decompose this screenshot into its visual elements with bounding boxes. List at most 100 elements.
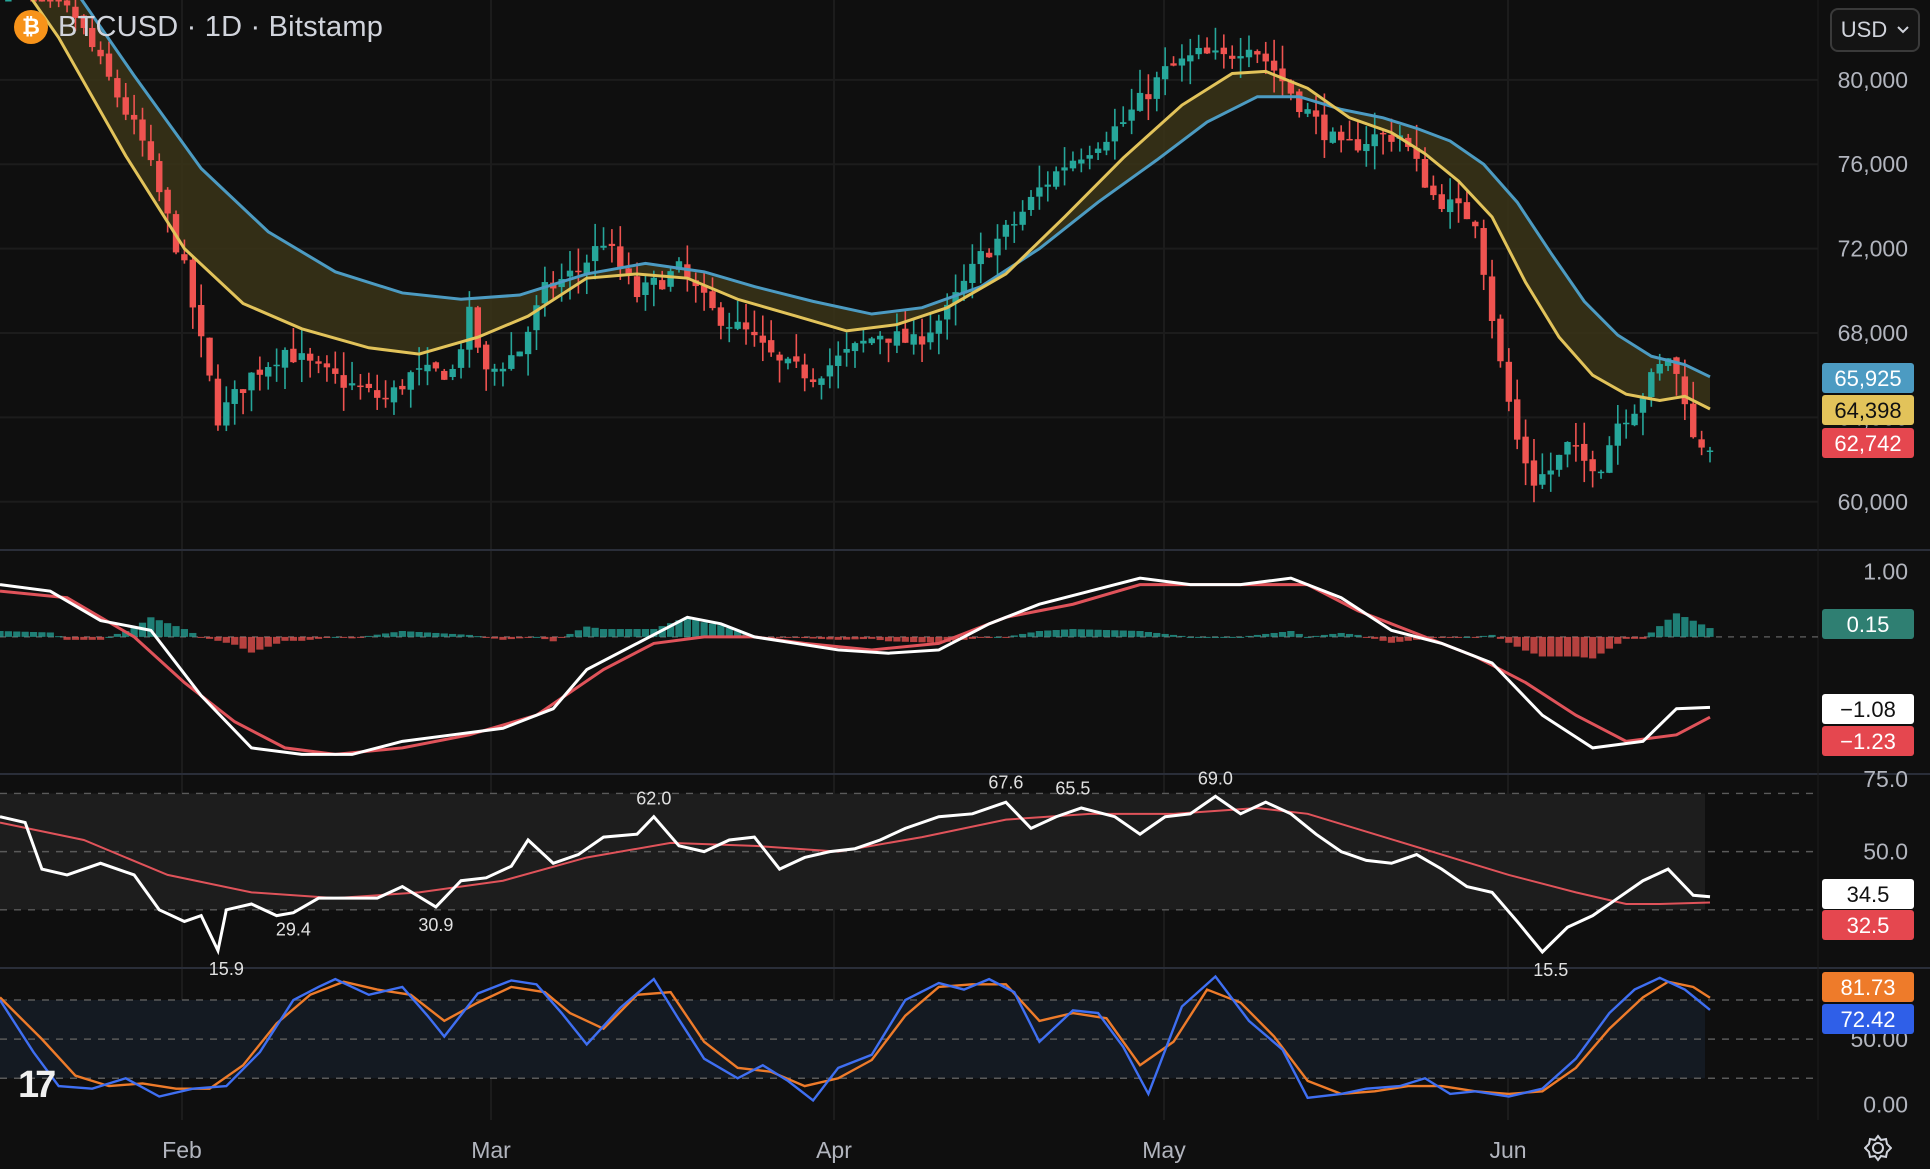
macd-histogram-bar — [164, 623, 172, 637]
candle-body — [1321, 114, 1328, 141]
macd-histogram-bar — [256, 636, 264, 650]
macd-histogram-value-bg — [1822, 609, 1914, 639]
candle-body — [742, 322, 750, 330]
price-tick-label: 80,000 — [1838, 67, 1908, 93]
macd-histogram-bar — [189, 632, 197, 637]
macd-histogram-bar — [1019, 633, 1027, 637]
macd-histogram-bar — [80, 636, 88, 640]
candle-body — [633, 276, 641, 298]
macd-histogram-bar — [1496, 636, 1505, 639]
candle-body — [382, 397, 389, 400]
candle-body — [918, 336, 926, 345]
macd-histogram-bar — [323, 636, 331, 638]
candle-body — [876, 335, 884, 340]
candle-body — [1262, 53, 1269, 62]
stoch-d-value: 81.73 — [1840, 975, 1895, 1000]
macd-signal-value-bg — [1822, 726, 1914, 756]
macd-histogram-bar — [591, 627, 599, 637]
candle-body — [1622, 422, 1630, 425]
macd-histogram-bar — [1362, 636, 1370, 638]
candle-body — [97, 49, 104, 57]
macd-histogram-bar — [88, 636, 96, 640]
symbol-title[interactable]: BTCUSD · 1D · Bitstamp — [58, 10, 384, 43]
currency-label: USD — [1840, 17, 1888, 42]
candle-body — [1606, 445, 1613, 473]
candle-body — [89, 27, 96, 48]
settings-gear-icon[interactable] — [1864, 1134, 1892, 1162]
macd-tick-label: 1.00 — [1863, 559, 1908, 585]
macd-histogram-bar — [549, 636, 557, 642]
macd-histogram-bar — [1488, 634, 1496, 637]
macd-histogram-bar — [1572, 636, 1580, 657]
macd-histogram-bar — [935, 636, 943, 643]
candle-body — [5, 0, 12, 2]
candle-body — [130, 114, 138, 120]
candle-body — [415, 368, 423, 370]
macd-histogram-bar — [650, 629, 658, 637]
candle-body — [868, 338, 875, 344]
macd-histogram-bar — [1128, 630, 1136, 637]
macd-histogram-bar — [1295, 633, 1303, 637]
macd-histogram-bar — [893, 636, 901, 642]
macd-histogram-bar — [951, 636, 960, 641]
candle-body — [759, 335, 766, 343]
currency-selector[interactable]: USD — [1830, 8, 1920, 52]
macd-histogram-bar — [1220, 636, 1228, 638]
candle-body — [860, 340, 867, 344]
candle-body — [617, 246, 624, 267]
candle-body — [449, 369, 456, 377]
candle-body — [1581, 443, 1588, 461]
macd-histogram-bar — [1136, 631, 1144, 637]
candle-body — [927, 332, 934, 343]
macd-histogram-bar — [1010, 635, 1018, 637]
macd-histogram-bar — [482, 636, 490, 638]
macd-histogram-bar — [214, 636, 222, 641]
candle-body — [223, 402, 230, 426]
candle-body — [1270, 60, 1278, 71]
macd-histogram-bar — [63, 636, 71, 640]
macd-histogram-bar — [490, 636, 499, 639]
candle-body — [541, 282, 549, 304]
candle-body — [1011, 224, 1018, 226]
macd-histogram-bar — [172, 626, 180, 637]
candle-body — [206, 337, 213, 376]
macd-histogram-bar — [859, 636, 867, 640]
macd-histogram-bar — [1639, 636, 1647, 639]
macd-histogram-bar — [985, 636, 993, 638]
macd-histogram-bar — [239, 636, 247, 649]
chevron-down-icon — [1897, 26, 1909, 34]
macd-histogram-bar — [1547, 636, 1555, 657]
candle-body — [1572, 445, 1580, 447]
macd-histogram-bar — [566, 633, 574, 637]
candle-body — [390, 387, 398, 403]
macd-histogram-bar — [725, 628, 733, 637]
macd-value-bg — [1822, 694, 1914, 724]
candle-body — [374, 390, 381, 398]
price-tick-label: 76,000 — [1838, 151, 1908, 177]
macd-histogram-bar — [130, 628, 138, 637]
candle-body — [1564, 442, 1571, 455]
macd-histogram-bar — [901, 636, 909, 642]
macd-histogram-bar — [96, 636, 105, 640]
macd-histogram-bar — [583, 626, 591, 637]
candle-body — [1522, 436, 1529, 464]
stoch-d-value-bg — [1822, 972, 1914, 1002]
candle-body — [1078, 159, 1085, 164]
macd-line — [0, 576, 1711, 756]
macd-histogram-bar — [1580, 636, 1588, 658]
ema-ribbon — [32, 0, 1710, 410]
candle-body — [650, 277, 658, 285]
candle-body — [55, 0, 62, 2]
candle-body — [298, 353, 305, 360]
rsi-value: 34.5 — [1847, 882, 1890, 907]
candle-body — [1237, 56, 1244, 59]
macd-histogram-bar — [1245, 635, 1253, 637]
macd-histogram-bar — [1614, 636, 1622, 644]
candle-body — [1379, 132, 1387, 135]
candle-body — [1614, 423, 1621, 446]
price-tick-label: 72,000 — [1838, 236, 1908, 262]
candle-body — [1438, 194, 1445, 210]
candle-body — [156, 161, 163, 193]
candle-body — [1690, 403, 1697, 438]
